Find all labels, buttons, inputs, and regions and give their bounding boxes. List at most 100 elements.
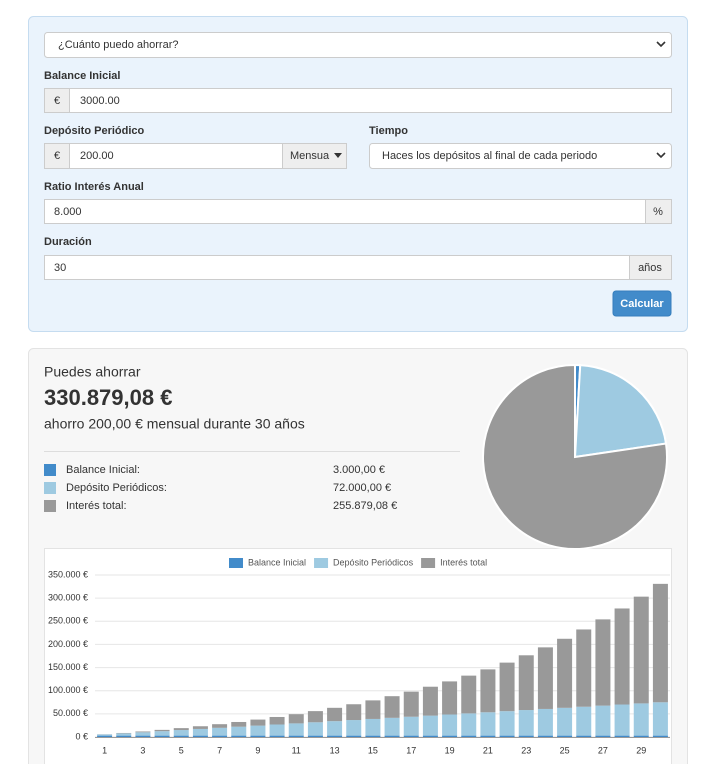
pie-slice <box>482 363 668 550</box>
bar-segment <box>480 669 496 713</box>
x-tick-label: 21 <box>483 745 493 755</box>
initial-input[interactable] <box>69 88 672 113</box>
legend-swatch <box>44 500 56 512</box>
y-tick-label: 50.000 € <box>53 708 88 718</box>
bar-segment <box>212 724 228 728</box>
rate-suffix-box <box>645 199 672 224</box>
bar-segment <box>212 727 228 736</box>
x-tick-label: 1 <box>102 745 107 755</box>
bar-segment <box>307 711 323 723</box>
bar-segment <box>384 696 400 718</box>
legend-value: 255.879,08 € <box>333 500 397 512</box>
bar-segment <box>97 735 113 737</box>
duration-value: 30 <box>54 262 66 274</box>
submit-button[interactable]: Calcular <box>612 290 672 317</box>
x-tick-label: 13 <box>330 745 340 755</box>
bar-segment <box>633 596 649 704</box>
bar-segment <box>116 733 132 736</box>
legend-value: 3.000,00 € <box>333 464 385 476</box>
bar-segment <box>269 724 285 736</box>
bar-segment <box>135 735 151 737</box>
bar-segment <box>231 735 247 737</box>
bar-segment <box>537 708 553 736</box>
legend-value: 72.000,00 € <box>333 482 391 494</box>
bar-segment <box>557 735 573 737</box>
rate-suffix: % <box>653 206 663 218</box>
timing-select[interactable]: Haces los depósitos al final de cada per… <box>369 143 672 169</box>
bar-segment <box>595 619 611 706</box>
x-tick-label: 11 <box>292 745 301 755</box>
bar-segment <box>518 655 534 711</box>
bar-segment <box>461 713 477 736</box>
bar-segment <box>557 638 573 708</box>
bar-segment <box>97 734 113 736</box>
x-tick-label: 5 <box>179 745 184 755</box>
timing-label: Tiempo <box>369 125 408 137</box>
y-tick-label: 100.000 € <box>48 685 88 695</box>
x-tick-label: 19 <box>445 745 455 755</box>
bar-segment <box>212 735 228 737</box>
bar-segment <box>135 732 151 736</box>
bar-segment <box>135 731 151 733</box>
duration-input[interactable] <box>44 255 630 280</box>
bar-segment <box>192 735 208 737</box>
y-tick-label: 300.000 € <box>48 593 88 603</box>
bar-segment <box>173 728 189 731</box>
bar-segment <box>480 712 496 736</box>
bar-segment <box>250 725 266 736</box>
bar-segment <box>652 583 668 703</box>
bar-segment <box>422 735 438 737</box>
bar-segment <box>288 714 304 724</box>
bar-segment <box>173 730 189 736</box>
bar-segment <box>365 718 381 736</box>
legend-swatch <box>229 558 243 568</box>
bar-segment <box>652 702 668 736</box>
submit-text: Calcular <box>620 298 664 310</box>
x-tick-label: 7 <box>217 745 222 755</box>
x-tick-label: 29 <box>636 745 646 755</box>
bar-segment <box>231 726 247 736</box>
legend-swatch <box>44 482 56 494</box>
deposit-prefix: € <box>54 150 60 162</box>
bar-segment <box>231 721 247 727</box>
bar-segment <box>537 647 553 709</box>
bar-segment <box>518 710 534 736</box>
bar-segment <box>384 717 400 736</box>
bar-segment <box>442 681 458 715</box>
bar-segment <box>269 716 285 725</box>
bar-segment <box>499 662 515 712</box>
bar-segment <box>154 731 170 736</box>
form-panel <box>28 16 688 332</box>
y-tick-label: 200.000 € <box>48 639 88 649</box>
legend-swatch <box>44 464 56 476</box>
bar-segment <box>422 686 438 716</box>
bar-segment <box>250 735 266 737</box>
bar-segment <box>403 735 419 737</box>
bar-segment <box>499 735 515 737</box>
bar-segment <box>576 706 592 736</box>
legend-label: Depósito Periódicos: <box>66 482 167 494</box>
duration-suffix: años <box>638 262 662 274</box>
bar-segment <box>288 723 304 736</box>
legend-swatch <box>314 558 329 568</box>
y-tick-label: 150.000 € <box>48 662 88 672</box>
bar-segment <box>461 735 477 737</box>
bar-segment <box>442 735 458 737</box>
bar-segment <box>633 703 649 736</box>
bar-segment <box>614 704 630 736</box>
bar-segment <box>614 608 630 705</box>
goal-select[interactable]: ¿Cuánto puedo ahorrar? <box>44 32 672 58</box>
period-dropdown[interactable]: Mensua <box>282 143 347 169</box>
x-tick-label: 3 <box>140 745 145 755</box>
initial-label: Balance Inicial <box>44 70 120 82</box>
legend-swatch <box>421 558 436 568</box>
bar-segment <box>595 735 611 737</box>
bar-segment <box>614 735 630 737</box>
rate-input[interactable] <box>44 199 646 224</box>
bar-segment <box>154 729 170 732</box>
bar-segment <box>595 705 611 736</box>
bar-segment <box>461 675 477 714</box>
goal-select-text: ¿Cuánto puedo ahorrar? <box>58 39 178 51</box>
deposit-input[interactable] <box>69 143 283 169</box>
